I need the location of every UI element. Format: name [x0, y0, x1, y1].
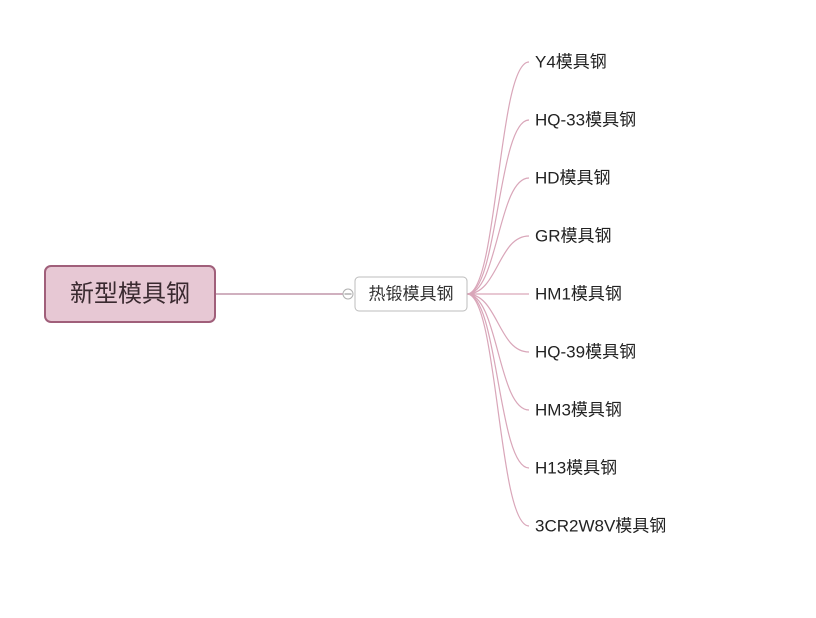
leaf-node[interactable]: HD模具钢	[535, 168, 611, 187]
edge-mid-to-leaf	[467, 120, 529, 294]
leaf-node[interactable]: 3CR2W8V模具钢	[535, 516, 666, 535]
mindmap-canvas: 新型模具钢 热锻模具钢 Y4模具钢 HQ-33模具钢 HD模具钢 GR模具钢 HM1模具…	[0, 0, 816, 618]
leaf-node[interactable]: GR模具钢	[535, 226, 612, 245]
leaf-node[interactable]: HQ-39模具钢	[535, 342, 636, 361]
leaf-node[interactable]: HM3模具钢	[535, 400, 622, 419]
root-node-label: 新型模具钢	[70, 280, 190, 307]
mid-node-label: 热锻模具钢	[369, 284, 454, 303]
leaf-node[interactable]: HM1模具钢	[535, 284, 622, 303]
edge-mid-to-leaf	[467, 294, 529, 468]
leaves-group: Y4模具钢 HQ-33模具钢 HD模具钢 GR模具钢 HM1模具钢 HQ-39模具钢 HM3…	[535, 52, 666, 535]
edge-mid-to-leaf	[467, 62, 529, 294]
edge-mid-to-leaf	[467, 178, 529, 294]
edge-mid-to-leaf	[467, 294, 529, 410]
leaf-node[interactable]: HQ-33模具钢	[535, 110, 636, 129]
collapse-toggle[interactable]	[343, 289, 353, 299]
leaf-node[interactable]: Y4模具钢	[535, 52, 607, 71]
leaf-node[interactable]: H13模具钢	[535, 458, 617, 477]
edge-mid-to-leaf	[467, 294, 529, 526]
